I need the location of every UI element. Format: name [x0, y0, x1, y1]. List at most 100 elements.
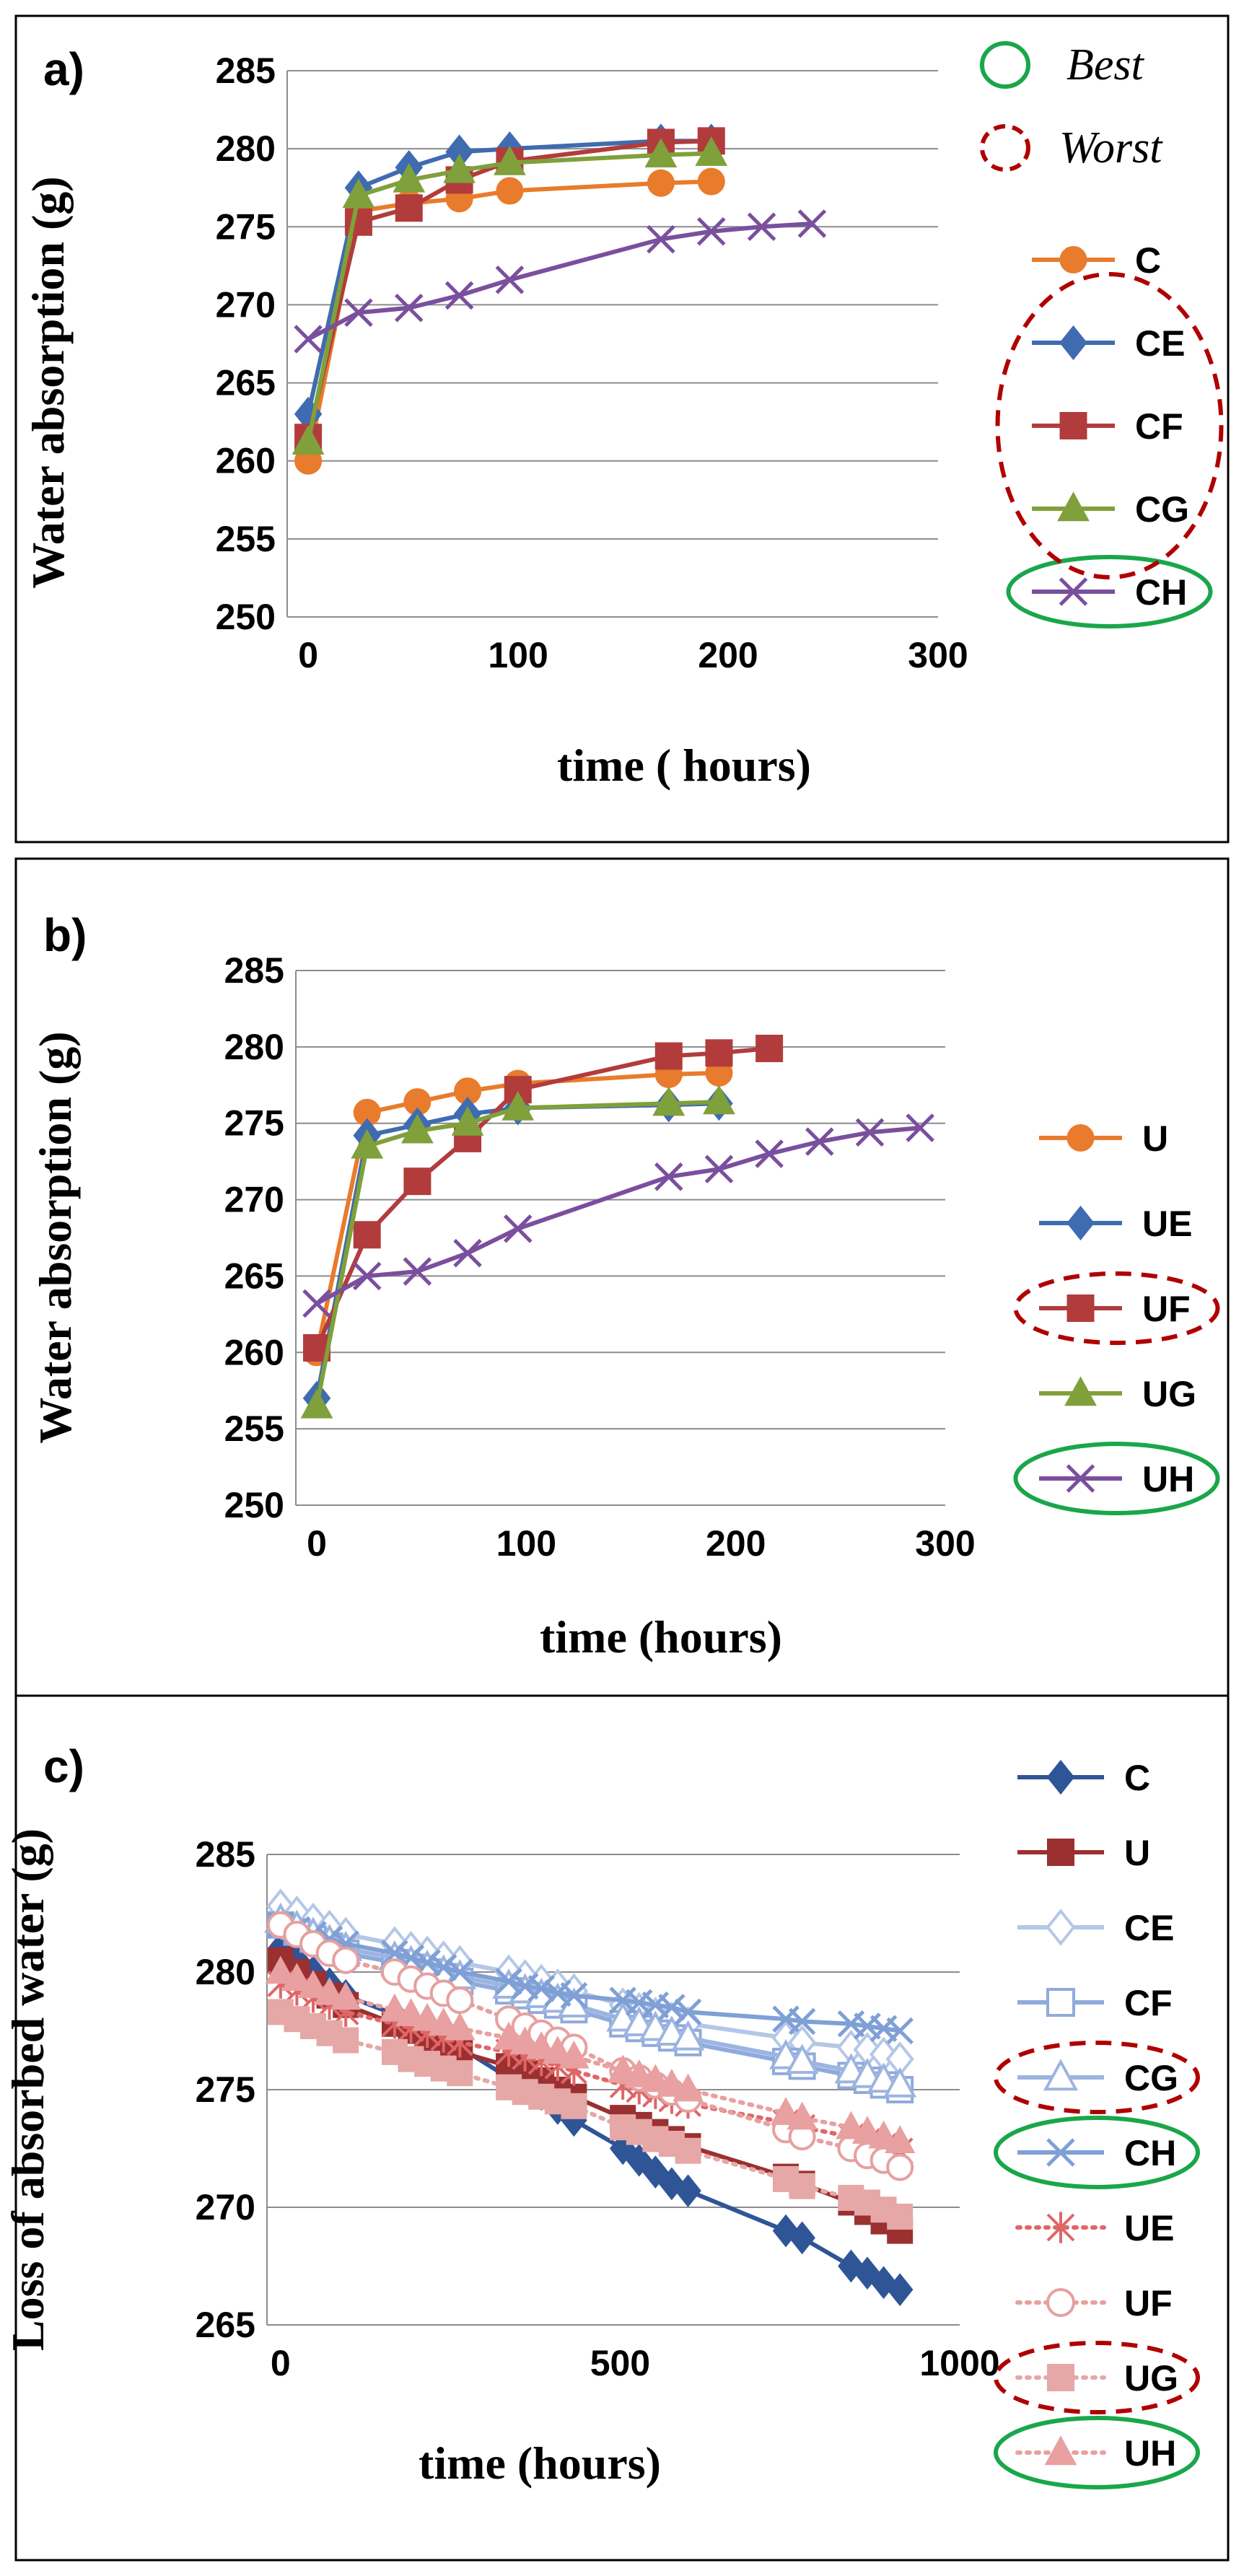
legend-label: CF — [1124, 1983, 1173, 2023]
data-point — [559, 2040, 590, 2069]
legend-item: UH — [1013, 1442, 1220, 1515]
y-tick-label: 270 — [196, 2187, 255, 2227]
data-point — [755, 1034, 784, 1062]
data-point — [333, 2027, 359, 2054]
data-point — [836, 2111, 867, 2139]
panel-frame — [14, 857, 1230, 1697]
legend-item: CE — [1017, 1908, 1174, 1948]
data-point — [509, 2026, 540, 2055]
series-UH — [302, 1113, 934, 1318]
data-point — [501, 1090, 535, 1121]
legend-label: CH — [1124, 2133, 1176, 2173]
data-point — [493, 2021, 525, 2050]
legend: CU CE CF CG CH UE UF UG UH — [994, 1758, 1200, 2489]
legend-item: UE — [1039, 1204, 1192, 1244]
data-point — [886, 2017, 914, 2045]
legend-label: UH — [1124, 2433, 1176, 2474]
data-point — [332, 1946, 360, 1974]
data-point — [607, 2054, 639, 2083]
data-point — [785, 2043, 819, 2075]
data-point — [444, 2012, 476, 2041]
data-point — [644, 138, 678, 167]
x-axis-title: time ( hours) — [557, 740, 811, 791]
y-tick-label: 270 — [216, 284, 276, 325]
data-point — [623, 2059, 655, 2087]
legend-label: UG — [1124, 2358, 1178, 2398]
legend-marker — [1044, 2435, 1077, 2466]
data-point — [352, 1261, 382, 1291]
legend-label: UF — [1142, 1289, 1191, 1329]
legend: C CE CF CG CH — [995, 240, 1224, 628]
data-point — [642, 2155, 669, 2189]
data-point — [525, 2030, 557, 2059]
series-CH — [294, 209, 827, 354]
data-point — [302, 1289, 331, 1318]
data-point — [265, 1955, 297, 1984]
y-tick-label: 255 — [224, 1409, 284, 1449]
data-point — [395, 194, 423, 222]
legend-marker — [1066, 1205, 1095, 1241]
legend-label: C — [1135, 240, 1161, 281]
x-tick-label: 500 — [590, 2343, 650, 2383]
legend-marker — [1066, 1464, 1095, 1493]
legend-marker — [1059, 412, 1087, 439]
legend-label: CG — [1124, 2058, 1178, 2098]
legend-item: CH — [994, 2116, 1200, 2189]
data-point — [886, 2153, 914, 2181]
data-point — [703, 1085, 735, 1115]
worst-ellipse — [1013, 1271, 1220, 1345]
data-point — [696, 217, 726, 246]
data-point — [656, 2068, 688, 2097]
legend-marker — [1046, 1759, 1075, 1795]
panel-label: c) — [43, 1740, 84, 1792]
legend-marker — [1046, 2138, 1075, 2167]
series-UG — [267, 1999, 914, 2230]
legend-label: CE — [1124, 1908, 1174, 1948]
worst-ellipse — [994, 2041, 1200, 2114]
data-point — [394, 293, 424, 323]
data-point — [411, 2002, 443, 2031]
legend-label: CH — [1135, 572, 1187, 613]
data-point — [527, 1975, 556, 2002]
x-axis-title: time (hours) — [540, 1611, 782, 1662]
y-tick-label: 275 — [196, 2069, 255, 2110]
legend-label: UE — [1124, 2208, 1174, 2248]
data-point — [671, 2020, 705, 2051]
data-point — [428, 2007, 459, 2036]
data-point — [395, 1998, 426, 2026]
data-point — [652, 1086, 685, 1116]
legend-marker — [1046, 1988, 1075, 2017]
data-point — [353, 1221, 381, 1249]
legend-marker — [1046, 2212, 1075, 2243]
y-tick-label: 280 — [224, 1027, 284, 1067]
legend-label: CF — [1135, 406, 1183, 447]
data-point — [446, 1986, 474, 2015]
x-axis-title: time (hours) — [419, 2437, 661, 2489]
data-point — [297, 1970, 329, 1998]
legend-marker — [1047, 1839, 1074, 1866]
data-point — [654, 1162, 683, 1191]
data-point — [884, 2125, 916, 2154]
data-point — [451, 1106, 484, 1136]
best-key-ellipse — [980, 41, 1030, 89]
data-point — [351, 1129, 384, 1159]
data-point — [697, 167, 725, 196]
legend-label: CG — [1135, 489, 1189, 530]
legend-item: UF — [1015, 2283, 1173, 2323]
best-worst-key: Best Worst — [980, 40, 1163, 172]
legend-marker — [1057, 491, 1090, 522]
y-axis-title: Loss of absorbed water (g) — [2, 1828, 53, 2351]
data-point — [443, 153, 476, 183]
data-point — [887, 2204, 914, 2230]
legend-item: UG — [1039, 1374, 1196, 1414]
x-tick-label: 300 — [908, 635, 968, 675]
x-tick-label: 0 — [307, 1523, 327, 1564]
data-point — [770, 2097, 802, 2125]
data-point — [453, 1238, 482, 1268]
panel-label: b) — [43, 909, 87, 961]
best-ellipse — [994, 2416, 1200, 2489]
x-tick-label: 1000 — [919, 2343, 999, 2383]
data-point — [626, 2143, 653, 2177]
legend-item: CG — [1017, 2058, 1178, 2098]
